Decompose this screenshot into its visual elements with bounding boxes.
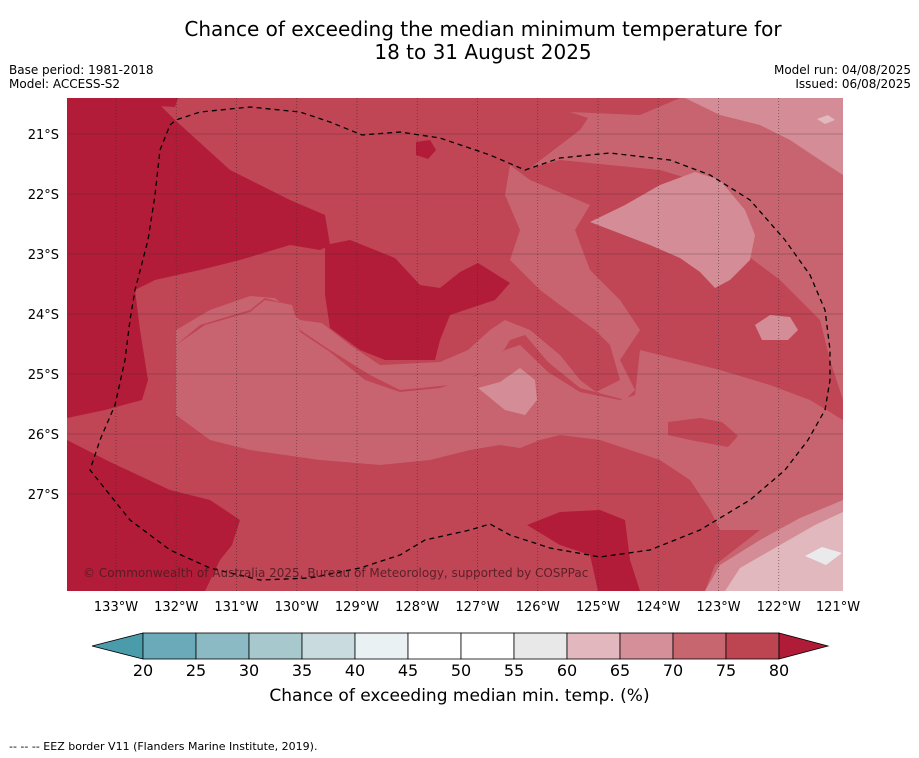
colorbar-segment: [354, 632, 409, 660]
copyright-text: © Commonwealth of Australia 2025, Bureau…: [83, 566, 588, 580]
colorbar-segment: [566, 632, 621, 660]
colorbar-tick-label: 25: [186, 661, 206, 680]
colorbar-tick-label: 75: [716, 661, 736, 680]
colorbar-segment: [248, 632, 303, 660]
region-65-small-east: [755, 315, 798, 340]
latitude-label: 21°S: [28, 128, 59, 143]
latitude-label: 25°S: [28, 368, 59, 383]
colorbar-tick-label: 70: [663, 661, 683, 680]
latitude-label: 22°S: [28, 188, 59, 203]
colorbar-tick-label: 40: [345, 661, 365, 680]
base-period-label: Base period: 1981-2018: [9, 63, 154, 77]
latitude-label: 24°S: [28, 308, 59, 323]
eez-footnote: -- -- -- EEZ border V11 (Flanders Marine…: [9, 740, 318, 753]
colorbar-tick-label: 20: [133, 661, 153, 680]
region-75-east-patch: [668, 418, 738, 447]
latitude-label: 23°S: [28, 248, 59, 263]
longitude-label: 130°W: [275, 600, 319, 615]
colorbar-tick-label: 35: [292, 661, 312, 680]
colorbar-tick-label: 30: [239, 661, 259, 680]
region-65-center: [478, 368, 537, 415]
colorbar-segment: [460, 632, 515, 660]
eez-border: [89, 106, 831, 581]
latitude-labels: 21°S 22°S 23°S 24°S 25°S 26°S 27°S: [28, 128, 59, 503]
region-60-topright-dot: [817, 115, 835, 124]
longitude-label: 121°W: [816, 600, 860, 615]
region-80-south: [527, 510, 640, 591]
latitude-label: 26°S: [28, 428, 59, 443]
longitude-label: 123°W: [696, 600, 740, 615]
map-area: [67, 98, 843, 591]
title-line-2: 18 to 31 August 2025: [374, 40, 592, 64]
colorbar-tick-label: 60: [557, 661, 577, 680]
colorbar-over-arrow: [778, 632, 830, 660]
issued-label: Issued: 06/08/2025: [795, 77, 911, 91]
colorbar-tick-label: 45: [398, 661, 418, 680]
latitude-label: 27°S: [28, 488, 59, 503]
longitude-label: 129°W: [335, 600, 379, 615]
region-80-west: [67, 98, 330, 418]
region-70-middle: [176, 300, 843, 530]
region-70-central: [176, 165, 640, 400]
longitude-label: 132°W: [154, 600, 198, 615]
colorbar-segment: [725, 632, 780, 660]
colorbar-segment: [142, 632, 197, 660]
longitude-label: 126°W: [516, 600, 560, 615]
region-70-east: [530, 98, 843, 591]
eez-border-line: [89, 106, 831, 581]
longitude-label: 131°W: [214, 600, 258, 615]
longitude-label: 124°W: [636, 600, 680, 615]
colorbar: 20 25 30 35 40 45 50 55 60 65 70 75 80: [91, 632, 830, 680]
colorbar-under-arrow: [91, 632, 144, 660]
colorbar-tick-label: 80: [769, 661, 789, 680]
colorbar-segment: [672, 632, 727, 660]
region-80-small: [416, 140, 436, 159]
region-60-southeast: [725, 512, 843, 591]
colorbar-segment: [619, 632, 674, 660]
region-80-north-dot: [155, 98, 178, 107]
metadata-left: Base period: 1981-2018 Model: ACCESS-S2: [9, 63, 154, 91]
colorbar-segment: [407, 632, 462, 660]
colorbar-tick-label: 65: [610, 661, 630, 680]
longitude-label: 128°W: [395, 600, 439, 615]
metadata-right: Model run: 04/08/2025 Issued: 06/08/2025: [774, 63, 911, 91]
region-80-southwest: [67, 440, 240, 591]
colorbar-tick-label: 55: [504, 661, 524, 680]
map-gridlines: [67, 98, 843, 591]
region-65-northeast: [590, 172, 755, 288]
colorbar-tick-label: 50: [451, 661, 471, 680]
model-label: Model: ACCESS-S2: [9, 77, 121, 91]
longitude-label: 122°W: [757, 600, 801, 615]
region-55-southeast: [805, 547, 842, 565]
chart-title: Chance of exceeding the median minimum t…: [0, 18, 919, 64]
longitude-label: 127°W: [455, 600, 499, 615]
colorbar-segment: [195, 632, 250, 660]
longitude-label: 133°W: [94, 600, 138, 615]
colorbar-segment: [301, 632, 356, 660]
region-65-topright: [685, 98, 843, 175]
longitude-labels: 133°W 132°W 131°W 130°W 129°W 128°W 127°W 126°W…: [94, 600, 860, 615]
colorbar-segment: [513, 632, 568, 660]
model-run-label: Model run: 04/08/2025: [773, 63, 911, 77]
colorbar-label: Chance of exceeding median min. temp. (%…: [269, 686, 650, 706]
longitude-label: 125°W: [576, 600, 620, 615]
title-line-1: Chance of exceeding the median minimum t…: [184, 17, 782, 41]
